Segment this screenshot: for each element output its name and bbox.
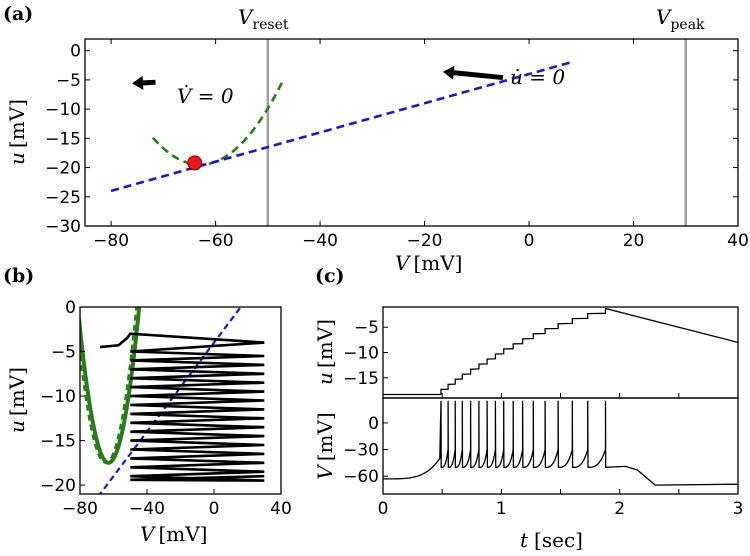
panel-a-label: (a) (3, 3, 33, 25)
panel-b-xlabel: V [mV] (140, 522, 207, 546)
udot-annotation: u̇ = 0 (510, 65, 565, 89)
panel-c-label: (c) (315, 265, 345, 287)
b-ytick-label: 0 (65, 298, 76, 318)
panel-b: (b) −80 −40 0 40 0 −5 −10 −15 −20 V [mV] u[mV] (3, 265, 292, 546)
a-xtick-label: −40 (302, 231, 338, 251)
c-xtick-label: 0 (378, 499, 389, 519)
v-nullcline-line (151, 78, 285, 166)
c-u-trace (383, 307, 738, 396)
panel-a-ylabel: u[mV] (5, 99, 29, 165)
b-trajectory (99, 332, 265, 482)
a-xtick-label: −60 (198, 231, 234, 251)
b-xtick-label: −40 (129, 499, 165, 519)
c-top-ytick-label: −15 (343, 369, 379, 389)
b-ytick-label: −10 (40, 387, 76, 407)
b-xtick-label: −80 (62, 499, 98, 519)
panel-c-plot-area (383, 307, 738, 486)
fixed-point-marker (187, 155, 203, 171)
panel-a-plot-area (110, 39, 688, 226)
c-bottom-ytick-label: 0 (368, 414, 379, 434)
c-top-ytick-label: −5 (354, 318, 379, 338)
b-ytick-label: −5 (51, 343, 76, 363)
a-xtick-label: 40 (727, 231, 749, 251)
a-ytick-label: −25 (45, 188, 81, 208)
panel-a-frame (84, 38, 739, 227)
panel-c: (c) 0 1 2 3 −5 −10 −15 0 −30 −60 u[mV] V[mV] t [se… (313, 265, 743, 552)
c-bottom-plot (383, 400, 738, 486)
panel-b-plot-area (80, 307, 265, 494)
c-top-plot (383, 307, 738, 396)
a-ytick-label: −30 (45, 217, 81, 237)
arrow-1-shaft (453, 70, 504, 81)
a-xtick-label: −80 (93, 231, 129, 251)
u-nullcline-line (110, 61, 572, 193)
vpeak-label: Vpeak (656, 5, 705, 33)
c-bottom-ytick-label: −60 (343, 467, 379, 487)
panel-b-label: (b) (3, 265, 34, 287)
a-ytick-label: 0 (70, 42, 81, 62)
panel-b-frame (79, 306, 282, 495)
panel-c-bottom-ylabel: V[mV] (313, 412, 337, 479)
arrow-0-shaft (142, 79, 156, 86)
arrow-1-head (442, 65, 455, 80)
panel-b-ylabel: u[mV] (5, 367, 29, 433)
c-xtick-label: 1 (496, 499, 507, 519)
b-ytick-label: −15 (40, 432, 76, 452)
panel-c-bottom-frame (382, 397, 739, 495)
a-ytick-label: −10 (45, 100, 81, 120)
a-xtick-label: −20 (407, 231, 443, 251)
a-ytick-label: −5 (56, 71, 81, 91)
panel-a-xlabel: V [mV] (395, 251, 462, 275)
a-ytick-label: −15 (45, 129, 81, 149)
c-bottom-ytick-label: −30 (343, 441, 379, 461)
panel-c-top-ylabel: u[mV] (313, 319, 337, 385)
c-xtick-label: 3 (733, 499, 744, 519)
b-ytick-label: −20 (40, 476, 76, 496)
panel-a-ticks: −80 −60 −40 −20 0 20 40 0 −5 −10 −15 −20 −25 −30 (45, 39, 749, 251)
c-xtick-label: 2 (614, 499, 625, 519)
vdot-annotation: V̇ = 0 (177, 84, 234, 108)
b-v-nullcline-dashed (80, 307, 138, 464)
vreset-label: Vreset (238, 5, 289, 33)
panel-c-ticks: 0 1 2 3 −5 −10 −15 0 −30 −60 (343, 318, 743, 519)
panel-c-xlabel: t [sec] (520, 528, 583, 552)
panel-a: (a) −80 −60 −40 −20 0 20 400−5−10−15−20−25−30 … (3, 3, 749, 275)
panel-c-top-frame (382, 306, 739, 399)
b-xtick-label: 0 (209, 499, 220, 519)
a-ytick-label: −20 (45, 159, 81, 179)
c-top-ytick-label: −10 (343, 344, 379, 364)
b-v-nullcline-solid (80, 307, 142, 465)
b-xtick-label: 40 (270, 499, 292, 519)
a-xtick-label: 0 (524, 231, 535, 251)
b-u-nullcline (98, 307, 243, 494)
c-v-trace (383, 400, 738, 486)
panel-b-ticks: −80 −40 0 40 0 −5 −10 −15 −20 (40, 298, 292, 519)
arrow-0-head (132, 75, 144, 90)
a-xtick-label: 20 (623, 231, 645, 251)
